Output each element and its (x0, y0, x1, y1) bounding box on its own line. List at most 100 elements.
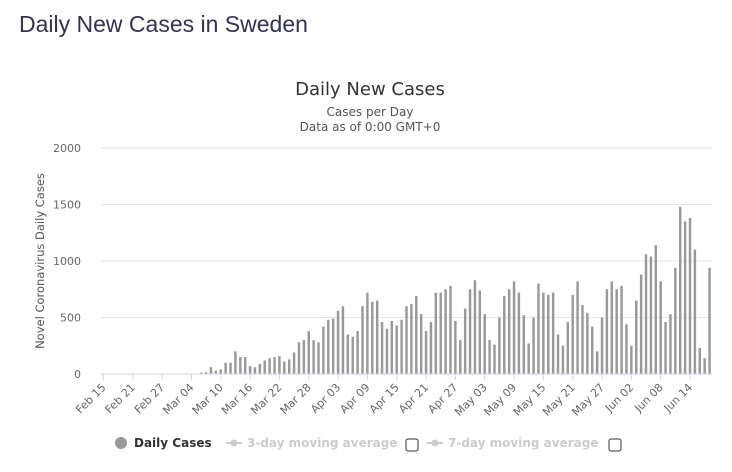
bar[interactable] (688, 218, 692, 374)
bar[interactable] (473, 280, 477, 374)
bar[interactable] (312, 340, 315, 374)
bar[interactable] (600, 317, 604, 375)
bar[interactable] (302, 340, 306, 374)
bar[interactable] (463, 308, 467, 374)
legend-item-7-day-average[interactable]: 7-day moving average (427, 436, 598, 450)
bar[interactable] (576, 281, 579, 374)
bar[interactable] (586, 312, 589, 374)
bar[interactable] (615, 289, 618, 374)
bar[interactable] (415, 296, 418, 374)
bar[interactable] (449, 285, 452, 374)
bar[interactable] (635, 300, 638, 374)
bar[interactable] (610, 281, 614, 374)
bar[interactable] (591, 326, 594, 374)
bar[interactable] (248, 366, 252, 374)
bar[interactable] (263, 360, 266, 374)
bar[interactable] (283, 361, 286, 374)
bar[interactable] (566, 322, 570, 374)
checkbox-7-day-average[interactable] (608, 438, 622, 452)
bar[interactable] (556, 334, 560, 374)
bar[interactable] (322, 326, 325, 374)
bar[interactable] (327, 319, 330, 374)
bar[interactable] (537, 283, 540, 374)
bar[interactable] (356, 331, 359, 374)
bar[interactable] (346, 334, 350, 374)
bar[interactable] (698, 348, 702, 374)
bar[interactable] (297, 342, 301, 374)
bar[interactable] (405, 306, 408, 374)
bar[interactable] (503, 296, 506, 374)
bar[interactable] (669, 314, 672, 374)
bar[interactable] (644, 254, 648, 374)
bar[interactable] (375, 300, 379, 374)
bar[interactable] (542, 292, 545, 374)
bar[interactable] (434, 292, 438, 374)
bar[interactable] (693, 249, 697, 374)
bar[interactable] (410, 303, 413, 374)
bar[interactable] (517, 292, 521, 374)
bar[interactable] (483, 314, 486, 374)
bar[interactable] (307, 331, 310, 374)
bar[interactable] (547, 294, 550, 374)
bar[interactable] (551, 292, 555, 374)
bar[interactable] (317, 342, 320, 374)
bar[interactable] (268, 358, 271, 374)
bar[interactable] (366, 292, 369, 374)
bar[interactable] (664, 322, 667, 374)
bar[interactable] (336, 310, 340, 374)
bar[interactable] (512, 281, 516, 374)
bar[interactable] (209, 367, 213, 374)
bar[interactable] (625, 324, 628, 374)
bar[interactable] (380, 322, 384, 374)
checkbox-3-day-average[interactable] (405, 438, 419, 452)
bar[interactable] (561, 345, 565, 374)
bar[interactable] (527, 343, 530, 374)
bar[interactable] (708, 267, 711, 374)
bar[interactable] (674, 267, 677, 374)
bar[interactable] (532, 317, 535, 375)
bar[interactable] (351, 336, 354, 374)
bar[interactable] (498, 317, 501, 375)
bar[interactable] (493, 344, 496, 374)
bar[interactable] (679, 206, 682, 374)
legend-item-daily-cases[interactable]: Daily Cases (115, 436, 212, 450)
bar[interactable] (287, 359, 291, 374)
bar[interactable] (390, 320, 394, 374)
bar[interactable] (620, 285, 623, 374)
bar[interactable] (400, 319, 403, 374)
bar[interactable] (683, 221, 687, 374)
bar[interactable] (429, 322, 433, 374)
bar[interactable] (385, 328, 389, 374)
bar[interactable] (703, 358, 706, 374)
bar[interactable] (522, 315, 526, 374)
bar[interactable] (273, 357, 276, 374)
bar[interactable] (595, 351, 599, 374)
bar[interactable] (507, 289, 511, 374)
bar[interactable] (444, 289, 447, 374)
bar[interactable] (278, 355, 281, 374)
bar[interactable] (239, 357, 242, 374)
bar[interactable] (581, 305, 584, 374)
bar[interactable] (639, 274, 643, 374)
bar[interactable] (253, 367, 257, 374)
bar[interactable] (630, 345, 633, 374)
bar[interactable] (214, 370, 218, 374)
bar[interactable] (419, 314, 423, 374)
bar[interactable] (331, 318, 335, 374)
bar[interactable] (459, 340, 462, 374)
bar[interactable] (219, 369, 222, 374)
bar[interactable] (488, 340, 491, 374)
bar[interactable] (224, 362, 227, 374)
bar[interactable] (659, 281, 662, 374)
bar[interactable] (439, 292, 442, 374)
bar[interactable] (341, 306, 345, 374)
bar[interactable] (654, 245, 658, 374)
bar[interactable] (292, 352, 296, 374)
bar[interactable] (454, 320, 457, 374)
legend-item-3-day-average[interactable]: 3-day moving average (226, 436, 397, 450)
bar[interactable] (243, 357, 247, 374)
bar[interactable] (649, 256, 653, 374)
bar[interactable] (424, 331, 428, 374)
bar[interactable] (361, 306, 364, 374)
bar[interactable] (605, 289, 609, 374)
